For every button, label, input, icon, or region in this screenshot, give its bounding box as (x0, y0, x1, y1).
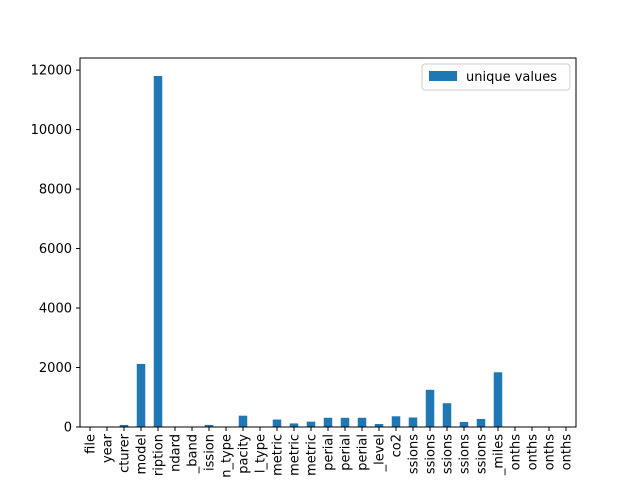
bar (374, 424, 384, 427)
y-tick-label: 2000 (39, 361, 72, 376)
x-tick-label: n_type (220, 434, 235, 478)
x-tick-label: metric (288, 434, 303, 476)
plot-frame (79, 57, 577, 428)
x-tick-label: ission (203, 434, 218, 471)
x-tick-label: pacity (237, 434, 252, 474)
x-tick-label: ndard (169, 434, 184, 472)
x-tick-label: ssions (407, 434, 422, 474)
x-tick-label: onths (560, 434, 575, 471)
bar (136, 363, 146, 427)
x-tick-label: ssions (441, 434, 456, 474)
y-tick-label: 10000 (31, 123, 72, 138)
bar (119, 424, 129, 427)
legend-box (421, 63, 571, 91)
bar (289, 423, 299, 427)
x-tick-label: onths (526, 434, 541, 471)
x-tick-label: ssions (458, 434, 473, 474)
x-tick-label: model (135, 434, 150, 474)
bar (442, 403, 452, 427)
x-tick-label: onths (509, 434, 524, 471)
bar (493, 372, 503, 427)
x-tick-label: ription (152, 434, 167, 476)
x-tick-label: co2 (390, 434, 405, 457)
x-tick-label: l_type (254, 434, 269, 473)
x-tick-label: ssions (475, 434, 490, 474)
y-tick-label: 6000 (39, 242, 72, 257)
x-tick-label: _band (186, 434, 201, 474)
bar (272, 419, 282, 427)
x-tick-label: _miles (492, 434, 507, 476)
x-tick-label: _level (373, 434, 388, 472)
bar (306, 421, 316, 427)
bar (238, 415, 248, 427)
x-tick-label: perial (356, 434, 371, 471)
bar (357, 417, 367, 427)
x-tick-label: file (84, 434, 99, 454)
x-axis: file year cturer model ription ndard _band issi… (84, 427, 575, 478)
legend: unique values (421, 63, 571, 91)
x-tick-label: year (101, 433, 116, 463)
bar (425, 389, 435, 427)
y-tick-label: 0 (64, 421, 72, 436)
x-tick-label: metric (271, 434, 286, 476)
x-tick-label: perial (339, 434, 354, 471)
legend-swatch (429, 71, 457, 81)
y-axis: 0 2000 4000 6000 8000 10000 12000 (31, 64, 80, 436)
y-tick-label: 8000 (39, 183, 72, 198)
bar (459, 421, 469, 427)
y-tick-label: 12000 (31, 64, 72, 79)
bar (323, 417, 333, 427)
bar (476, 418, 486, 427)
y-tick-label: 4000 (39, 302, 72, 317)
bar (408, 417, 418, 427)
x-tick-label: onths (543, 434, 558, 471)
x-tick-label: ssions (424, 434, 439, 474)
x-tick-label: metric (305, 434, 320, 476)
x-tick-label: perial (322, 434, 337, 471)
bar (391, 416, 401, 427)
bar (204, 424, 214, 427)
bars-group (85, 76, 571, 428)
legend-label: unique values (466, 70, 557, 85)
bar (340, 417, 350, 427)
bar (153, 76, 163, 428)
x-tick-label: cturer (118, 433, 133, 473)
